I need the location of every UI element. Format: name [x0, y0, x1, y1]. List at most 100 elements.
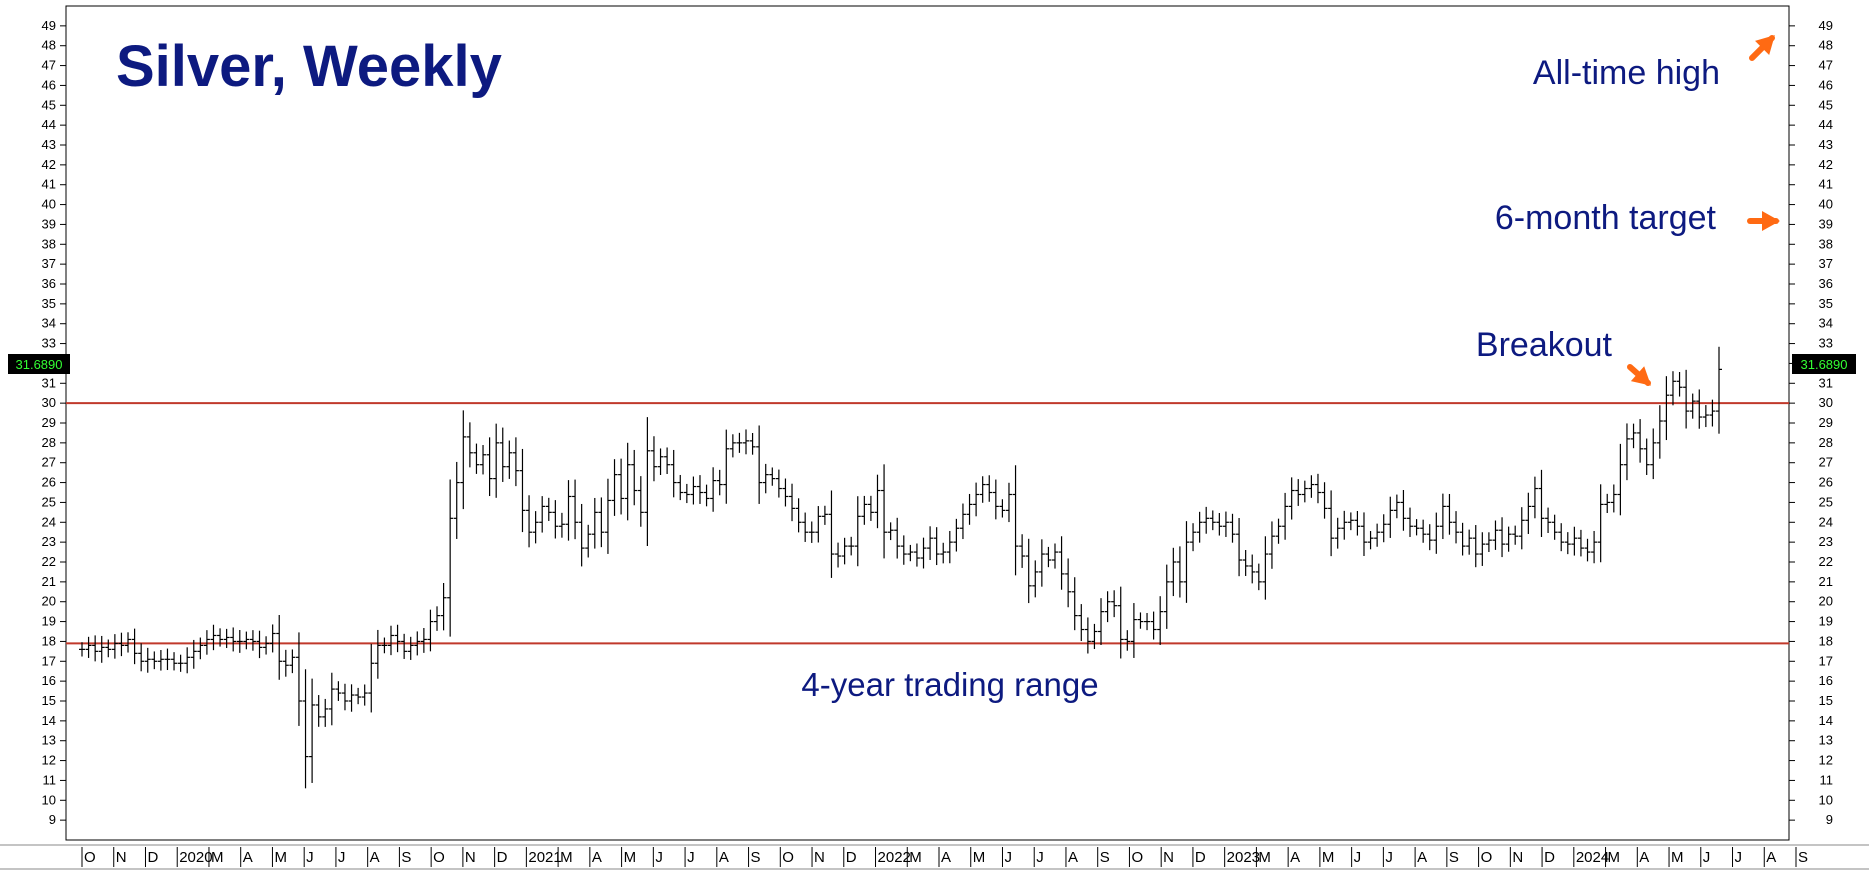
arrow-head	[1630, 366, 1651, 386]
x-tick-label: S	[1449, 849, 1459, 866]
annotation-label: 6-month target	[1495, 199, 1717, 237]
y-tick-label-left: 11	[43, 772, 57, 787]
price-bar	[1604, 493, 1611, 513]
y-tick-label-right: 34	[1819, 316, 1833, 331]
price-bar	[867, 495, 874, 521]
x-tick-label: D	[147, 849, 158, 866]
price-bar	[1577, 529, 1584, 557]
price-bar	[762, 463, 769, 494]
price-bar	[1111, 590, 1118, 618]
y-tick-label-left: 46	[42, 77, 56, 92]
x-tick-label: N	[1163, 849, 1174, 866]
price-bar	[979, 476, 986, 503]
y-tick-label-left: 14	[42, 713, 56, 728]
price-bar	[295, 632, 302, 726]
price-bar	[217, 628, 224, 647]
x-tick-label: A	[1417, 849, 1427, 866]
x-tick-label: A	[719, 849, 729, 866]
price-bar	[927, 526, 934, 560]
price-bar	[328, 672, 335, 726]
y-tick-label-left: 41	[42, 177, 56, 192]
x-tick-label: J	[1703, 849, 1711, 866]
price-bar	[1696, 389, 1703, 429]
x-tick-label: A	[1068, 849, 1078, 866]
x-tick-label: O	[1481, 849, 1493, 866]
price-bar	[263, 636, 270, 655]
price-bar	[230, 627, 237, 652]
price-bar	[585, 524, 592, 558]
x-tick-label: M	[1608, 849, 1621, 866]
y-tick-label-left: 26	[42, 475, 56, 490]
price-bar	[1051, 543, 1058, 569]
price-bar	[854, 496, 861, 567]
price-bar	[190, 639, 197, 669]
price-bar	[670, 449, 677, 498]
price-bar	[493, 423, 500, 498]
price-bar	[203, 630, 210, 655]
price-bar	[1249, 554, 1256, 584]
price-bar	[946, 530, 953, 564]
range-lines	[66, 402, 1789, 645]
up-right-arrow-icon	[1749, 35, 1775, 61]
price-bar	[1413, 519, 1420, 536]
price-bar	[79, 642, 85, 657]
price-bar	[572, 479, 579, 540]
price-bar	[414, 631, 421, 656]
price-bar	[1676, 372, 1683, 397]
price-bar	[1058, 536, 1065, 590]
price-bar	[1150, 611, 1157, 640]
price-bar	[749, 433, 756, 455]
price-bar	[591, 497, 598, 549]
y-tick-label-right: 45	[1819, 97, 1833, 112]
y-tick-label-left: 43	[42, 137, 56, 152]
price-bar	[1104, 591, 1111, 623]
y-tick-label-left: 9	[49, 812, 56, 827]
price-bar	[309, 678, 316, 783]
y-tick-label-left: 31	[42, 375, 56, 390]
price-bar	[664, 447, 671, 474]
x-tick-label: N	[814, 849, 825, 866]
price-bar	[900, 535, 907, 565]
price-bar	[1453, 511, 1460, 544]
x-tick-label: 2020	[179, 849, 212, 866]
x-tick-label: A	[941, 849, 951, 866]
price-bar	[1479, 532, 1486, 566]
price-bar	[992, 479, 999, 520]
price-bar	[907, 544, 914, 562]
price-bar	[1203, 506, 1210, 534]
price-bar	[1308, 475, 1315, 498]
price-bar	[164, 648, 171, 671]
price-bar	[1347, 512, 1354, 531]
x-tick-label: S	[751, 849, 761, 866]
price-bar	[1656, 405, 1663, 459]
price-bar	[966, 493, 973, 525]
x-tick-label: 2021	[528, 849, 561, 866]
y-tick-label-left: 16	[42, 673, 56, 688]
price-bar	[1407, 507, 1414, 537]
price-bar	[269, 624, 276, 653]
price-bar	[677, 474, 684, 501]
price-bar	[177, 654, 184, 672]
y-tick-label-right: 48	[1819, 38, 1833, 53]
x-tick-label: O	[1131, 849, 1143, 866]
y-tick-label-right: 49	[1819, 18, 1833, 33]
price-bar	[302, 669, 309, 789]
x-tick-label: O	[782, 849, 794, 866]
y-tick-label-right: 25	[1819, 494, 1833, 509]
price-bar	[743, 429, 750, 455]
price-bar	[374, 629, 381, 679]
y-tick-label-right: 15	[1819, 693, 1833, 708]
price-bar	[1098, 598, 1105, 645]
price-bar	[789, 483, 796, 522]
price-bar	[1209, 510, 1216, 531]
y-tick-label-right: 14	[1819, 713, 1833, 728]
x-tick-label: A	[592, 849, 602, 866]
x-tick-label: A	[370, 849, 380, 866]
price-bar	[1045, 546, 1052, 568]
price-bar	[1512, 525, 1519, 545]
x-tick-label: D	[846, 849, 857, 866]
price-bar	[1354, 511, 1361, 536]
price-bar	[355, 687, 362, 705]
price-bar	[256, 630, 263, 659]
price-bar	[1091, 623, 1098, 650]
